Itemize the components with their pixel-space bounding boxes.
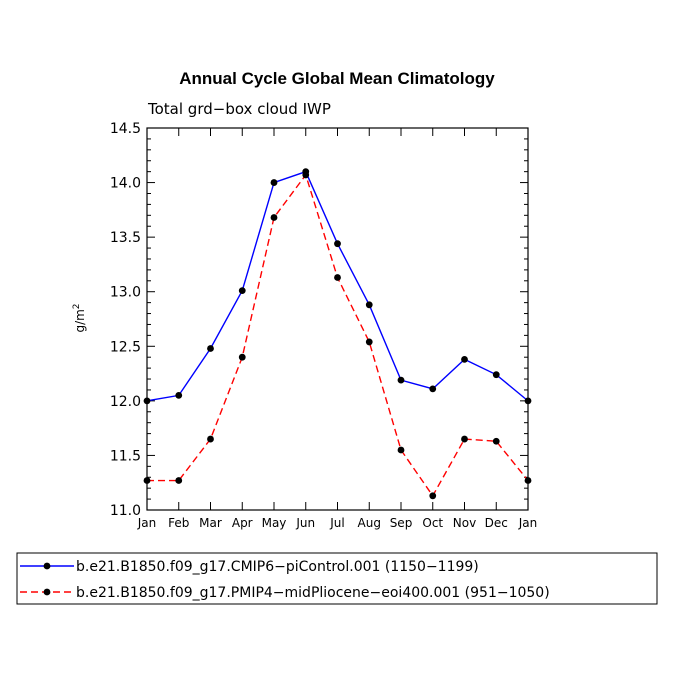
x-tick-label: Dec — [485, 516, 508, 530]
y-tick-label: 13.5 — [110, 230, 141, 246]
y-axis-label-unit: g/m — [73, 309, 87, 332]
x-tick-label: Mar — [199, 516, 222, 530]
x-tick-label: Jan — [518, 516, 538, 530]
x-tick-label: Sep — [390, 516, 413, 530]
data-point — [429, 492, 437, 500]
data-point — [207, 345, 214, 352]
data-point — [365, 301, 373, 309]
x-tick-label: Jun — [295, 516, 315, 530]
y-axis-label: g/m2 — [72, 303, 87, 332]
data-point — [461, 355, 468, 363]
y-axis: 11.0 11.5 12.0 12.5 13.0 13.5 14.0 14.5 — [110, 121, 528, 519]
y-tick-label: 13.0 — [110, 285, 141, 301]
legend: b.e21.B1850.f09_g17.CMIP6−piControl.001 … — [16, 552, 658, 605]
data-point — [302, 171, 310, 179]
y-tick-label: 14.0 — [110, 176, 141, 192]
legend-marker — [43, 588, 51, 596]
data-point — [334, 240, 341, 248]
y-tick-label: 11.5 — [110, 448, 141, 464]
data-point — [238, 353, 246, 361]
y-axis-label-superscript: 2 — [72, 303, 82, 309]
data-point — [524, 477, 532, 484]
y-tick-label: 12.0 — [110, 394, 141, 410]
chart-title: Annual Cycle Global Mean Climatology — [179, 69, 495, 88]
data-point — [207, 435, 214, 443]
y-tick-label: 11.0 — [110, 503, 141, 519]
data-point — [143, 397, 151, 405]
series-line — [146, 170, 529, 402]
x-tick-label: Aug — [358, 516, 381, 530]
plot-border — [146, 127, 529, 511]
data-point — [461, 435, 468, 443]
data-point — [492, 437, 500, 445]
legend-box — [16, 552, 658, 605]
data-point — [429, 385, 437, 393]
data-point — [143, 477, 151, 484]
x-tick-label: Jan — [137, 516, 157, 530]
data-point — [175, 392, 183, 399]
data-point — [270, 214, 278, 221]
data-point — [365, 338, 373, 346]
series-layer — [143, 168, 532, 500]
x-tick-label: Jul — [329, 516, 344, 530]
data-point — [397, 376, 405, 384]
data-point — [334, 274, 341, 281]
data-point — [175, 477, 183, 484]
series-1 — [143, 168, 532, 405]
data-point — [238, 287, 246, 295]
series-2 — [143, 171, 532, 500]
chart-subtitle: Total grd−box cloud IWP — [147, 100, 331, 118]
legend-marker — [43, 562, 51, 570]
legend-label: b.e21.B1850.f09_g17.PMIP4−midPliocene−eo… — [76, 585, 550, 601]
x-tick-label: May — [262, 516, 287, 530]
data-point — [524, 397, 532, 405]
data-point — [492, 371, 500, 379]
data-point — [397, 446, 405, 454]
x-tick-label: Nov — [453, 516, 476, 530]
y-tick-label: 14.5 — [110, 121, 141, 137]
y-tick-label: 12.5 — [110, 339, 141, 355]
series-line — [147, 173, 529, 498]
legend-label: b.e21.B1850.f09_g17.CMIP6−piControl.001 … — [76, 559, 479, 575]
x-tick-label: Apr — [232, 516, 253, 530]
x-tick-label: Feb — [168, 516, 189, 530]
x-tick-label: Oct — [422, 516, 443, 530]
plot-frame — [146, 127, 529, 511]
data-point — [270, 179, 278, 186]
x-axis: Jan Feb Mar Apr May Jun Jul Aug Sep Oct Nov Dec Jan — [137, 128, 538, 530]
